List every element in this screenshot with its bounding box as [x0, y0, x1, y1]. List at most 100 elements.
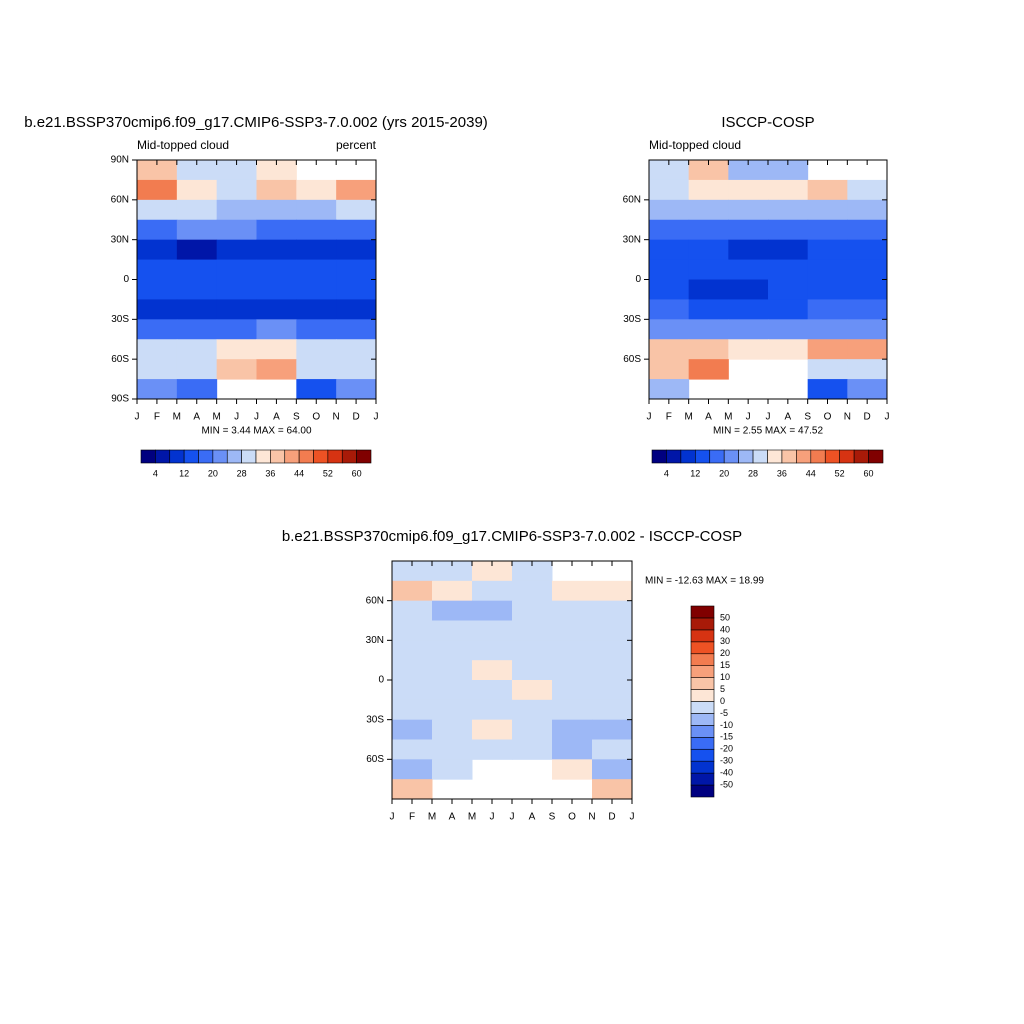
colorbar-label: 5: [720, 684, 725, 694]
contour-cell: [472, 699, 513, 721]
contour-cell: [807, 319, 848, 340]
contour-cell: [847, 279, 888, 300]
stats: MIN = 3.44 MAX = 64.00: [201, 426, 311, 437]
contour-cell: [216, 299, 257, 320]
contour-cell: [137, 359, 178, 380]
colorbar-label: 15: [720, 660, 730, 670]
x-tick-label: J: [510, 812, 515, 823]
contour-cell: [296, 259, 337, 280]
contour-cell: [392, 680, 433, 701]
x-tick-label: A: [784, 412, 791, 423]
colorbar-box: [327, 449, 343, 464]
x-tick-label: M: [428, 812, 436, 823]
contour-cell: [768, 160, 809, 181]
contour-cell: [336, 299, 377, 320]
colorbar-label: 12: [179, 468, 189, 478]
y-tick-label: 60N: [366, 595, 384, 606]
contour-cell: [552, 620, 593, 641]
contour-cell: [847, 179, 888, 201]
contour-cell: [137, 339, 178, 360]
colorbar-box: [212, 449, 228, 464]
contour-cell: [296, 279, 337, 300]
contour-cell: [592, 779, 633, 800]
contour-cell: [137, 379, 178, 400]
colorbar-label: -15: [720, 732, 733, 742]
contour-cell: [336, 319, 377, 340]
x-tick-label: M: [468, 812, 476, 823]
contour-cell: [336, 279, 377, 300]
x-tick-label: A: [273, 412, 280, 423]
x-tick-label: M: [212, 412, 220, 423]
x-tick-label: O: [824, 412, 832, 423]
contour-cell: [768, 219, 809, 241]
contour-cell: [592, 580, 633, 602]
contour-cell: [688, 319, 729, 340]
colorbar-label: -40: [720, 768, 733, 778]
contour-cell: [392, 779, 433, 800]
contour-cell: [688, 339, 729, 360]
x-tick-label: S: [549, 812, 556, 823]
colorbar-box: [690, 665, 715, 678]
x-tick-label: M: [724, 412, 732, 423]
contour-cell: [216, 279, 257, 300]
contour-cell: [688, 199, 729, 221]
contour-cell: [847, 299, 888, 320]
colorbar-box: [690, 641, 715, 655]
contour-cell: [847, 379, 888, 400]
contour-cell: [137, 239, 178, 261]
contour-cell: [176, 339, 218, 360]
x-tick-label: F: [154, 412, 160, 423]
colorbar-box: [709, 449, 725, 464]
contour-cell: [336, 239, 377, 261]
contour-cell: [472, 680, 513, 701]
contour-cell: [472, 640, 513, 661]
colorbar-label: 20: [719, 468, 729, 478]
y-tick-label: 60S: [366, 754, 384, 765]
colorbar-box: [810, 449, 826, 464]
contour-cell: [176, 299, 218, 320]
colorbar-label: 60: [352, 468, 362, 478]
contour-cell: [176, 359, 218, 380]
x-tick-label: O: [568, 812, 576, 823]
contour-cell: [512, 640, 553, 661]
contour-cell: [336, 359, 377, 380]
x-tick-label: J: [390, 812, 395, 823]
y-tick-label: 30N: [366, 635, 384, 646]
contour-cell: [649, 219, 690, 241]
colorbar-label: 28: [237, 468, 247, 478]
contour-cell: [296, 239, 337, 261]
contour-cell: [176, 379, 218, 400]
contour-cell: [728, 299, 769, 320]
x-tick-label: M: [684, 412, 692, 423]
contour-cell: [256, 259, 297, 280]
x-tick-label: A: [529, 812, 536, 823]
contour-cell: [728, 219, 769, 241]
colorbar-box: [690, 748, 715, 762]
colorbar-label: 52: [323, 468, 333, 478]
contour-cell: [216, 339, 257, 360]
contour-cell: [512, 660, 553, 681]
colorbar-box: [690, 760, 715, 774]
contour-cell: [176, 219, 218, 241]
contour-cell: [176, 179, 218, 201]
contour-cell: [512, 699, 553, 721]
y-tick-label: 0: [635, 274, 641, 285]
contour-cell: [552, 719, 593, 740]
contour-cell: [176, 279, 218, 300]
contour-cell: [432, 680, 473, 701]
contour-cell: [256, 219, 297, 241]
contour-cell: [807, 179, 848, 201]
contour-cell: [392, 600, 433, 621]
colorbar-label: 30: [720, 636, 730, 646]
colorbar-box: [690, 725, 715, 738]
y-tick-label: 30S: [623, 314, 641, 325]
contour-cell: [552, 640, 593, 661]
contour-cell: [336, 379, 377, 400]
contour-cell: [176, 239, 218, 261]
contour-cell: [392, 640, 433, 661]
contour-cell: [472, 620, 513, 641]
contour-cell: [649, 379, 690, 400]
colorbar-box: [690, 617, 715, 631]
contour-cell: [256, 319, 297, 340]
colorbar-box: [255, 449, 271, 464]
